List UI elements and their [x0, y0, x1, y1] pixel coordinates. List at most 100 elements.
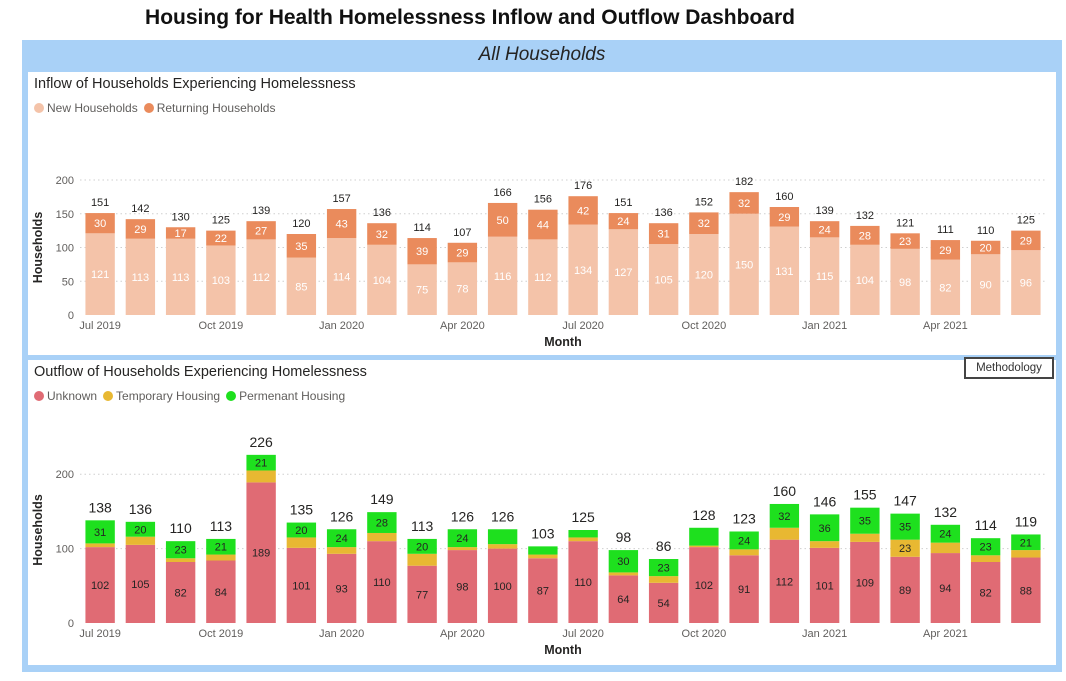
bar-segment[interactable]	[85, 547, 115, 623]
bar-segment[interactable]	[206, 554, 236, 561]
bar-segment[interactable]	[165, 541, 196, 559]
bar-segment[interactable]	[125, 219, 156, 239]
bar-segment[interactable]	[970, 254, 1001, 315]
bar-segment[interactable]	[930, 524, 961, 543]
bar-segment[interactable]	[85, 233, 115, 315]
bar-segment[interactable]	[970, 555, 1001, 562]
bar-segment[interactable]	[85, 213, 115, 234]
bar-segment[interactable]	[568, 541, 598, 623]
bar-segment[interactable]	[1011, 230, 1041, 251]
bar-segment[interactable]	[930, 259, 961, 315]
bar-segment[interactable]	[568, 537, 598, 542]
bar-segment[interactable]	[568, 224, 598, 315]
bar-segment[interactable]	[930, 553, 961, 623]
bar-segment[interactable]	[246, 239, 276, 315]
bar-segment[interactable]	[648, 244, 679, 315]
bar-segment[interactable]	[286, 234, 317, 258]
bar-segment[interactable]	[850, 541, 880, 623]
bar-segment[interactable]	[367, 223, 397, 245]
bar-segment[interactable]	[890, 248, 920, 315]
bar-segment[interactable]	[125, 544, 156, 623]
bar-segment[interactable]	[286, 547, 317, 623]
bar-segment[interactable]	[970, 538, 1001, 556]
bar-segment[interactable]	[608, 572, 639, 576]
bar-segment[interactable]	[246, 470, 276, 483]
bar-segment[interactable]	[487, 548, 518, 623]
legend-item-permanent-housing[interactable]: Permenant Housing	[226, 389, 345, 403]
legend-item-unknown[interactable]: Unknown	[34, 389, 97, 403]
bar-segment[interactable]	[447, 550, 478, 623]
bar-segment[interactable]	[367, 532, 397, 542]
bar-segment[interactable]	[125, 536, 156, 545]
bar-segment[interactable]	[165, 561, 196, 623]
bar-segment[interactable]	[769, 539, 800, 623]
bar-segment[interactable]	[1011, 250, 1041, 315]
legend-item-new-households[interactable]: New Households	[34, 101, 138, 115]
bar-segment[interactable]	[729, 549, 759, 556]
bar-segment[interactable]	[890, 233, 920, 249]
bar-segment[interactable]	[487, 529, 518, 545]
bar-segment[interactable]	[165, 558, 196, 562]
bar-segment[interactable]	[326, 238, 357, 315]
bar-segment[interactable]	[447, 529, 478, 548]
bar-segment[interactable]	[165, 227, 196, 239]
bar-segment[interactable]	[890, 513, 920, 540]
bar-segment[interactable]	[809, 547, 840, 623]
bar-segment[interactable]	[930, 240, 961, 260]
methodology-button[interactable]: Methodology	[964, 357, 1054, 379]
bar-segment[interactable]	[367, 244, 397, 315]
bar-segment[interactable]	[648, 576, 679, 583]
bar-segment[interactable]	[447, 242, 478, 263]
bar-segment[interactable]	[568, 196, 598, 225]
bar-segment[interactable]	[447, 262, 478, 315]
bar-segment[interactable]	[729, 531, 759, 550]
bar-segment[interactable]	[970, 240, 1001, 255]
bar-segment[interactable]	[487, 202, 518, 237]
bar-segment[interactable]	[608, 550, 639, 573]
bar-segment[interactable]	[769, 207, 800, 227]
bar-segment[interactable]	[769, 503, 800, 528]
bar-segment[interactable]	[648, 559, 679, 577]
bar-segment[interactable]	[729, 213, 759, 315]
bar-segment[interactable]	[689, 234, 719, 315]
bar-segment[interactable]	[608, 229, 639, 315]
bar-segment[interactable]	[206, 560, 236, 623]
bar-segment[interactable]	[528, 209, 558, 240]
bar-segment[interactable]	[608, 213, 639, 230]
bar-segment[interactable]	[326, 529, 357, 548]
legend-item-returning-households[interactable]: Returning Households	[143, 101, 275, 115]
bar-segment[interactable]	[487, 544, 518, 549]
bar-segment[interactable]	[648, 223, 679, 245]
bar-segment[interactable]	[689, 547, 719, 623]
bar-segment[interactable]	[850, 225, 880, 245]
bar-segment[interactable]	[487, 236, 518, 315]
bar-segment[interactable]	[246, 482, 276, 623]
bar-segment[interactable]	[407, 565, 437, 623]
bar-segment[interactable]	[1011, 557, 1041, 623]
bar-segment[interactable]	[689, 212, 719, 234]
bar-segment[interactable]	[165, 238, 196, 315]
bar-segment[interactable]	[407, 538, 437, 554]
bar-segment[interactable]	[850, 507, 880, 534]
bar-segment[interactable]	[326, 209, 357, 239]
bar-segment[interactable]	[850, 244, 880, 315]
bar-segment[interactable]	[769, 527, 800, 540]
bar-segment[interactable]	[326, 553, 357, 623]
bar-segment[interactable]	[568, 530, 598, 538]
bar-segment[interactable]	[890, 539, 920, 557]
bar-segment[interactable]	[407, 553, 437, 566]
bar-segment[interactable]	[125, 238, 156, 315]
bar-segment[interactable]	[407, 264, 437, 315]
bar-segment[interactable]	[447, 547, 478, 551]
bar-segment[interactable]	[809, 237, 840, 315]
bar-segment[interactable]	[970, 561, 1001, 623]
bar-segment[interactable]	[769, 226, 800, 315]
bar-segment[interactable]	[367, 512, 397, 533]
bar-segment[interactable]	[528, 558, 558, 623]
bar-segment[interactable]	[286, 537, 317, 548]
bar-segment[interactable]	[729, 555, 759, 623]
bar-segment[interactable]	[206, 245, 236, 315]
bar-segment[interactable]	[809, 541, 840, 548]
bar-segment[interactable]	[206, 538, 236, 555]
bar-segment[interactable]	[930, 542, 961, 554]
